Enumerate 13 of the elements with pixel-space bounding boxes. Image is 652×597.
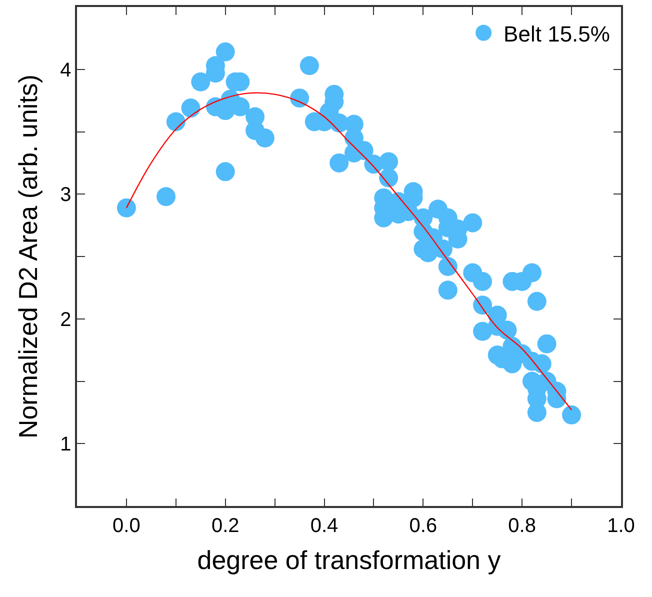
y-tick-label: 3 <box>60 184 72 206</box>
y-tick-label: 1 <box>60 434 72 456</box>
y-axis-title: Normalized D2 Area (arb. units) <box>13 74 44 439</box>
y-tick-label: 2 <box>60 308 72 331</box>
x-tick-label: 0.2 <box>211 514 240 537</box>
y-tick-label: 4 <box>60 59 72 82</box>
x-tick-label: 1.0 <box>607 514 635 537</box>
x-axis-title: degree of transformation y <box>197 544 501 575</box>
x-tick-label: 0.4 <box>310 514 338 537</box>
legend-label: Belt 15.5% <box>504 21 610 46</box>
x-tick-label: 0.0 <box>112 514 140 537</box>
x-tick-label: 0.8 <box>508 514 536 537</box>
x-tick-label: 0.6 <box>409 514 438 537</box>
